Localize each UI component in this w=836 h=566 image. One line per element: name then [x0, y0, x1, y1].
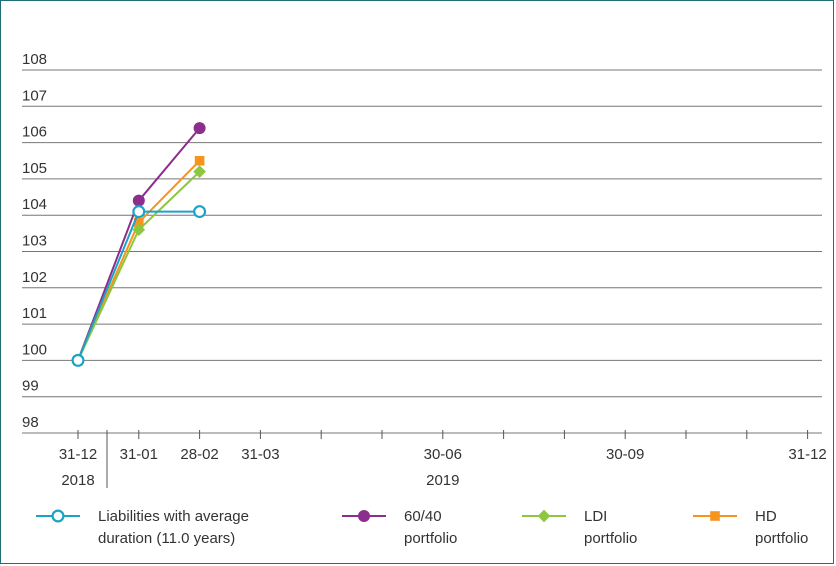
x-tick-label: 31-01 [120, 446, 158, 463]
x-tick-label: 30-06 [424, 446, 462, 463]
data-point-diamond [193, 165, 206, 178]
x-tick-label: 30-09 [606, 446, 644, 463]
legend-item-60-40-portfolio: 60/40 portfolio [342, 508, 457, 547]
data-point-open-circle [71, 353, 85, 367]
legend: Liabilities with average duration (11.0 y… [36, 508, 808, 547]
y-axis-labels: 98 99 100 101 102 103 104 105 106 107 108 [22, 51, 47, 431]
x-tick-label: 31-12 [788, 446, 826, 463]
data-point-square [710, 511, 720, 521]
series-liabilities-with-average-duration-11-0-years [71, 205, 207, 367]
legend-label: portfolio [584, 530, 637, 547]
y-tick-label: 101 [22, 305, 47, 322]
series-hd-portfolio [73, 155, 205, 366]
x-year-label: 2018 [61, 472, 94, 489]
legend-item-ldi-portfolio: LDI portfolio [522, 508, 637, 547]
x-axis-labels: 31-12 31-01 28-02 31-03 30-06 30-09 31-12 2018 2… [59, 446, 827, 489]
data-point-square [194, 155, 205, 166]
y-tick-label: 100 [22, 341, 47, 358]
x-tick-label: 31-12 [59, 446, 97, 463]
y-tick-label: 99 [22, 378, 39, 395]
y-tick-label: 108 [22, 51, 47, 68]
series-layer [71, 122, 207, 367]
data-point-circle [193, 122, 206, 135]
legend-label: HD [755, 508, 777, 525]
x-year-label: 2019 [426, 472, 459, 489]
data-point-square [134, 217, 144, 228]
y-tick-label: 106 [22, 124, 47, 141]
x-tick-label: 31-03 [241, 446, 279, 463]
data-point-circle [132, 194, 145, 207]
x-axis [77, 430, 809, 488]
data-point-diamond [132, 223, 146, 237]
y-tick-label: 107 [22, 87, 47, 104]
y-tick-label: 98 [22, 414, 39, 431]
legend-label: portfolio [755, 530, 808, 547]
legend-label: portfolio [404, 530, 457, 547]
data-point-open-circle [193, 205, 207, 219]
y-tick-label: 105 [22, 160, 47, 177]
data-point-open-circle [51, 509, 65, 523]
grid-layer [22, 69, 822, 434]
legend-label: 60/40 [404, 508, 442, 525]
legend-label: duration (11.0 years) [98, 530, 235, 547]
y-tick-label: 103 [22, 233, 47, 250]
x-tick-label: 28-02 [180, 446, 218, 463]
legend-label: Liabilities with average [98, 508, 249, 525]
y-tick-label: 102 [22, 269, 47, 286]
legend-label: LDI [584, 508, 607, 525]
series-line [77, 127, 201, 361]
data-point-diamond [537, 509, 551, 523]
y-tick-label: 104 [22, 196, 47, 213]
legend-item-liabilities-with-average-duration-11-0-years: Liabilities with average duration (11.0 y… [36, 508, 249, 547]
data-point-open-circle [132, 205, 146, 219]
series-line [77, 160, 201, 361]
legend-item-hd-portfolio: HD portfolio [693, 508, 808, 547]
data-point-circle [358, 510, 370, 522]
